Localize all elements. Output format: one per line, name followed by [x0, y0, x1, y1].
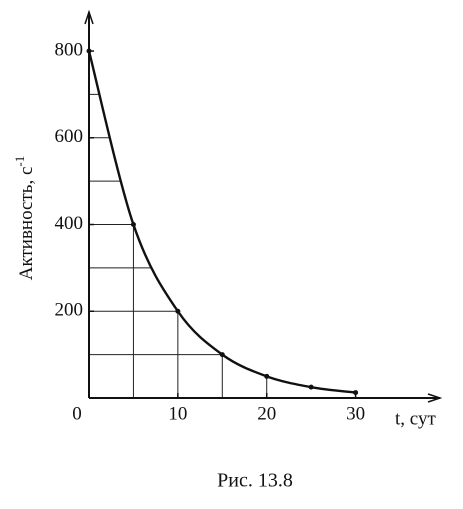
data-point [175, 308, 181, 314]
data-point [86, 48, 92, 54]
y-label-text: Активность, с [16, 167, 37, 281]
data-point [308, 384, 314, 390]
y-label-exponent: -1 [12, 156, 27, 167]
y-axis-arrow [84, 9, 94, 25]
caption: Рис. 13.8 [217, 470, 293, 492]
x-tick-label: 30 [346, 403, 365, 424]
grid [89, 51, 356, 398]
x-axis-label: t, сут [395, 408, 436, 429]
y-axis-label: Активность, с-1 [12, 156, 37, 280]
x-tick-label: 10 [168, 403, 187, 424]
decay-curve [87, 50, 356, 394]
y-tick-label: 200 [55, 300, 84, 321]
data-point [353, 390, 359, 396]
x-axis-arrow [427, 393, 443, 403]
y-tick-label: 400 [55, 213, 84, 234]
y-tick-label: 600 [55, 126, 84, 147]
data-point [219, 352, 225, 358]
x-tick-label: 20 [257, 403, 276, 424]
data-point [130, 222, 136, 228]
y-tick-label: 800 [55, 39, 84, 60]
x-tick-label: 0 [72, 403, 82, 424]
data-point [264, 373, 270, 379]
